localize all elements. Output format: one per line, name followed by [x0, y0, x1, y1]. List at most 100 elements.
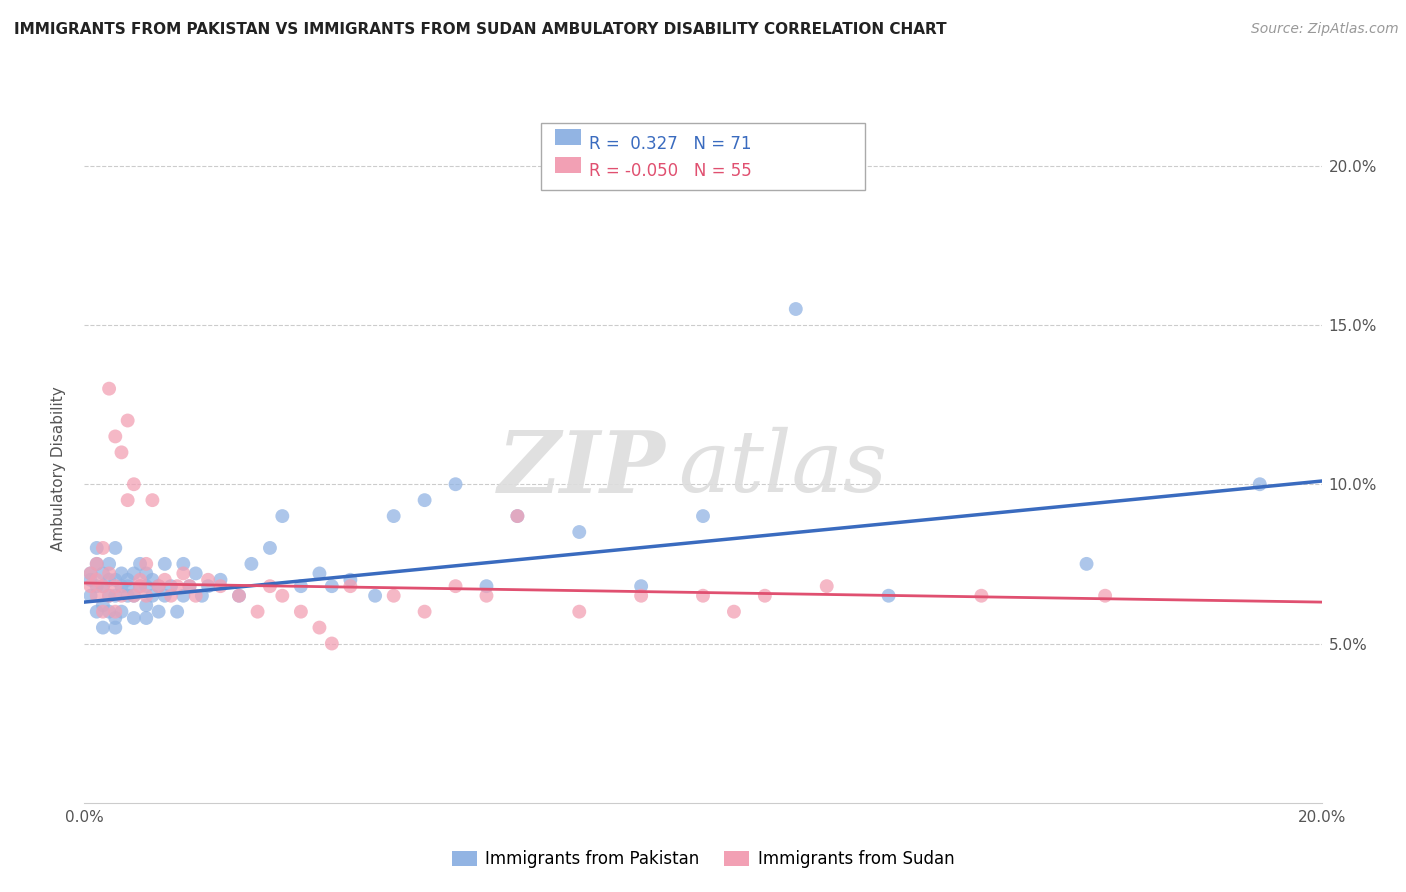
Point	[413, 493, 436, 508]
Point	[104, 621, 127, 635]
Point	[184, 566, 207, 581]
Point	[141, 589, 163, 603]
Point	[110, 589, 132, 603]
Point	[308, 566, 330, 581]
Point	[228, 589, 250, 603]
Point	[79, 566, 101, 581]
Point	[172, 566, 194, 581]
Point	[122, 477, 145, 491]
Point	[79, 566, 101, 581]
Point	[179, 579, 201, 593]
Point	[129, 579, 152, 593]
Point	[135, 599, 157, 613]
Point	[117, 589, 139, 603]
Point	[444, 579, 467, 593]
Point	[382, 509, 405, 524]
Point	[228, 589, 250, 603]
Point	[98, 382, 121, 396]
Point	[240, 557, 263, 571]
Point	[91, 599, 114, 613]
Text: R = -0.050   N = 55: R = -0.050 N = 55	[589, 162, 752, 180]
Point	[135, 579, 157, 593]
Point	[104, 589, 127, 603]
Point	[506, 509, 529, 524]
Text: ZIP: ZIP	[498, 426, 666, 510]
Point	[86, 579, 108, 593]
Point	[110, 605, 132, 619]
Point	[970, 589, 993, 603]
Point	[321, 579, 343, 593]
Point	[382, 589, 405, 603]
Legend: Immigrants from Pakistan, Immigrants from Sudan: Immigrants from Pakistan, Immigrants fro…	[446, 844, 960, 875]
Point	[815, 579, 838, 593]
Point	[122, 611, 145, 625]
Point	[91, 579, 114, 593]
Point	[98, 573, 121, 587]
Point	[153, 589, 176, 603]
Point	[785, 301, 807, 316]
Point	[160, 589, 183, 603]
Point	[110, 445, 132, 459]
Point	[197, 573, 219, 587]
Point	[259, 579, 281, 593]
Point	[79, 579, 101, 593]
Point	[117, 493, 139, 508]
Point	[290, 605, 312, 619]
Point	[86, 541, 108, 555]
Point	[98, 566, 121, 581]
Point	[86, 605, 108, 619]
Point	[413, 605, 436, 619]
Point	[104, 611, 127, 625]
Point	[104, 605, 127, 619]
Point	[197, 579, 219, 593]
Point	[86, 589, 108, 603]
Point	[166, 605, 188, 619]
Point	[630, 579, 652, 593]
Point	[568, 524, 591, 539]
Point	[364, 589, 387, 603]
Point	[160, 579, 183, 593]
Point	[104, 541, 127, 555]
Point	[117, 413, 139, 427]
Text: IMMIGRANTS FROM PAKISTAN VS IMMIGRANTS FROM SUDAN AMBULATORY DISABILITY CORRELAT: IMMIGRANTS FROM PAKISTAN VS IMMIGRANTS F…	[14, 22, 946, 37]
Point	[259, 541, 281, 555]
Point	[91, 566, 114, 581]
Point	[506, 509, 529, 524]
Point	[148, 605, 170, 619]
Point	[179, 579, 201, 593]
Point	[475, 589, 498, 603]
Point	[877, 589, 900, 603]
Point	[166, 579, 188, 593]
Point	[117, 579, 139, 593]
Point	[104, 579, 127, 593]
Point	[91, 605, 114, 619]
Point	[141, 493, 163, 508]
Point	[135, 566, 157, 581]
Point	[1249, 477, 1271, 491]
Point	[153, 573, 176, 587]
Point	[122, 589, 145, 603]
Y-axis label: Ambulatory Disability: Ambulatory Disability	[51, 386, 66, 550]
Point	[135, 589, 157, 603]
Point	[1094, 589, 1116, 603]
Point	[172, 557, 194, 571]
Point	[86, 557, 108, 571]
Point	[91, 621, 114, 635]
Point	[98, 605, 121, 619]
Point	[290, 579, 312, 593]
Point	[104, 429, 127, 443]
Point	[1076, 557, 1098, 571]
Point	[79, 573, 101, 587]
Point	[692, 509, 714, 524]
Point	[91, 541, 114, 555]
Point	[172, 589, 194, 603]
Point	[475, 579, 498, 593]
Text: R =  0.327   N = 71: R = 0.327 N = 71	[589, 135, 752, 153]
Point	[271, 509, 294, 524]
Text: Source: ZipAtlas.com: Source: ZipAtlas.com	[1251, 22, 1399, 37]
Point	[98, 557, 121, 571]
Point	[444, 477, 467, 491]
Text: atlas: atlas	[678, 427, 887, 509]
Point	[129, 579, 152, 593]
Point	[568, 605, 591, 619]
